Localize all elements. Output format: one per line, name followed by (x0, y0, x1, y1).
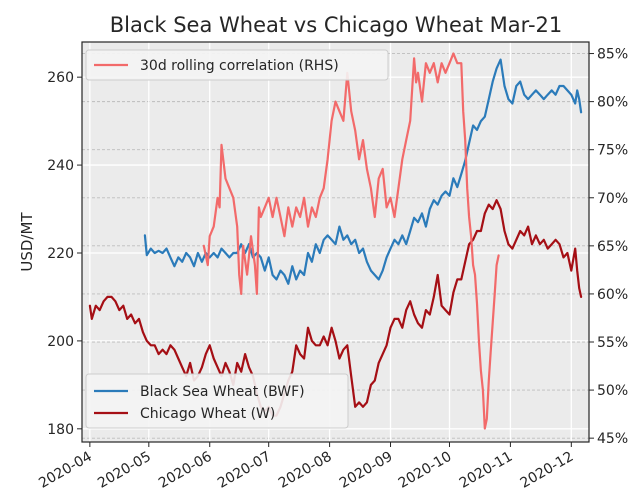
right-tick-label: 85% (597, 47, 628, 63)
x-tick-label: 2020-04 (36, 449, 95, 492)
series-black-sea-wheat (143, 58, 583, 285)
x-axis: 2020-04 2020-05 2020-06 2020-07 2020-08 2020-… (36, 442, 576, 492)
y-axis-label: USD/MT (18, 212, 36, 272)
legend-bottom: Black Sea Wheat (BWF) Chicago Wheat (W) (85, 373, 349, 429)
x-tick-label: 2020-07 (215, 449, 274, 492)
left-tick-label: 240 (47, 158, 74, 174)
left-tick-label: 260 (47, 70, 74, 86)
legend-label-black-sea: Black Sea Wheat (BWF) (140, 384, 305, 400)
right-axis: 45% 50% 55% 60% 65% 70% 75% 80% 85% (589, 47, 628, 447)
right-tick-label: 80% (597, 95, 628, 111)
x-tick-label: 2020-09 (337, 449, 396, 492)
x-tick-label: 2020-05 (95, 449, 154, 492)
legend-label-correlation: 30d rolling correlation (RHS) (140, 58, 339, 74)
right-tick-label: 70% (597, 191, 628, 207)
legend-bottom-box (85, 373, 349, 429)
right-tick-label: 55% (597, 335, 628, 351)
legend-top: 30d rolling correlation (RHS) (85, 49, 389, 81)
right-tick-label: 65% (597, 239, 628, 255)
right-tick-label: 75% (597, 143, 628, 159)
right-tick-label: 45% (597, 431, 628, 447)
legend-label-chicago: Chicago Wheat (W) (140, 406, 275, 422)
x-tick-label: 2020-10 (396, 449, 455, 492)
right-tick-label: 50% (597, 383, 628, 399)
legend-top-box (85, 49, 389, 81)
x-tick-label: 2020-08 (276, 449, 335, 492)
left-tick-label: 220 (47, 246, 74, 262)
chart-title: Black Sea Wheat vs Chicago Wheat Mar-21 (110, 13, 563, 37)
plot-frame (81, 41, 590, 443)
left-tick-label: 180 (47, 422, 74, 438)
series-chicago-wheat (88, 199, 583, 417)
x-tick-label: 2020-12 (518, 449, 577, 492)
left-axis: 180 200 220 240 260 (47, 70, 82, 438)
right-tick-label: 60% (597, 287, 628, 303)
left-tick-label: 200 (47, 334, 74, 350)
series-layer (88, 52, 583, 430)
x-tick-label: 2020-11 (457, 449, 516, 492)
x-tick-label: 2020-06 (156, 449, 215, 492)
series-rolling-correlation (202, 52, 500, 430)
